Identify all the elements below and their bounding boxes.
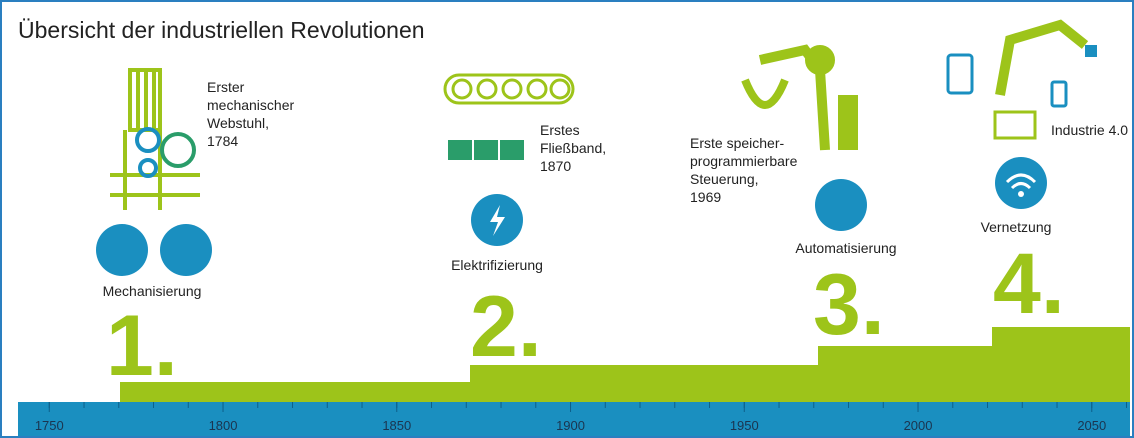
tick-label: 1850 bbox=[382, 418, 411, 433]
stage-note: mechanischer bbox=[207, 97, 294, 113]
canvas: Übersicht der industriellen Revolutionen bbox=[0, 0, 1134, 438]
stage-label: Mechanisierung bbox=[103, 283, 202, 299]
stage-note: Erster bbox=[207, 79, 245, 95]
stage-note: 1969 bbox=[690, 189, 721, 205]
stage-note: Erste speicher- bbox=[690, 135, 784, 151]
steam-icon bbox=[160, 224, 212, 276]
stage-note: Webstuhl, bbox=[207, 115, 269, 131]
tick-label: 1900 bbox=[556, 418, 585, 433]
stage-number: 2. bbox=[470, 279, 542, 375]
stage-number: 3. bbox=[813, 257, 885, 353]
stage-note: programmierbare bbox=[690, 153, 798, 169]
stage-note: 1784 bbox=[207, 133, 238, 149]
stage-number: 1. bbox=[106, 298, 178, 394]
tick-label: 1750 bbox=[35, 418, 64, 433]
tick-label: 2000 bbox=[904, 418, 933, 433]
automation-icon bbox=[815, 179, 867, 231]
tick-label: 1800 bbox=[209, 418, 238, 433]
step-area bbox=[120, 327, 1130, 402]
tick-label: 1950 bbox=[730, 418, 759, 433]
stage-label: Elektrifizierung bbox=[451, 257, 543, 273]
mechanization-icon bbox=[96, 224, 148, 276]
stage-number: 4. bbox=[993, 236, 1065, 332]
stage-note: Erstes bbox=[540, 122, 580, 138]
stage-label: Automatisierung bbox=[795, 240, 896, 256]
title: Übersicht der industriellen Revolutionen bbox=[18, 17, 425, 43]
stage-note: Industrie 4.0 bbox=[1051, 122, 1128, 138]
infographic: Übersicht der industriellen Revolutionen bbox=[0, 0, 1134, 438]
loom-icon bbox=[110, 70, 200, 210]
tick-label: 2050 bbox=[1077, 418, 1106, 433]
stage-note: 1870 bbox=[540, 158, 571, 174]
stage-note: Steuerung, bbox=[690, 171, 759, 187]
stage-note: Fließband, bbox=[540, 140, 606, 156]
stage-label: Vernetzung bbox=[981, 219, 1052, 235]
wifi-dot bbox=[1018, 191, 1024, 197]
